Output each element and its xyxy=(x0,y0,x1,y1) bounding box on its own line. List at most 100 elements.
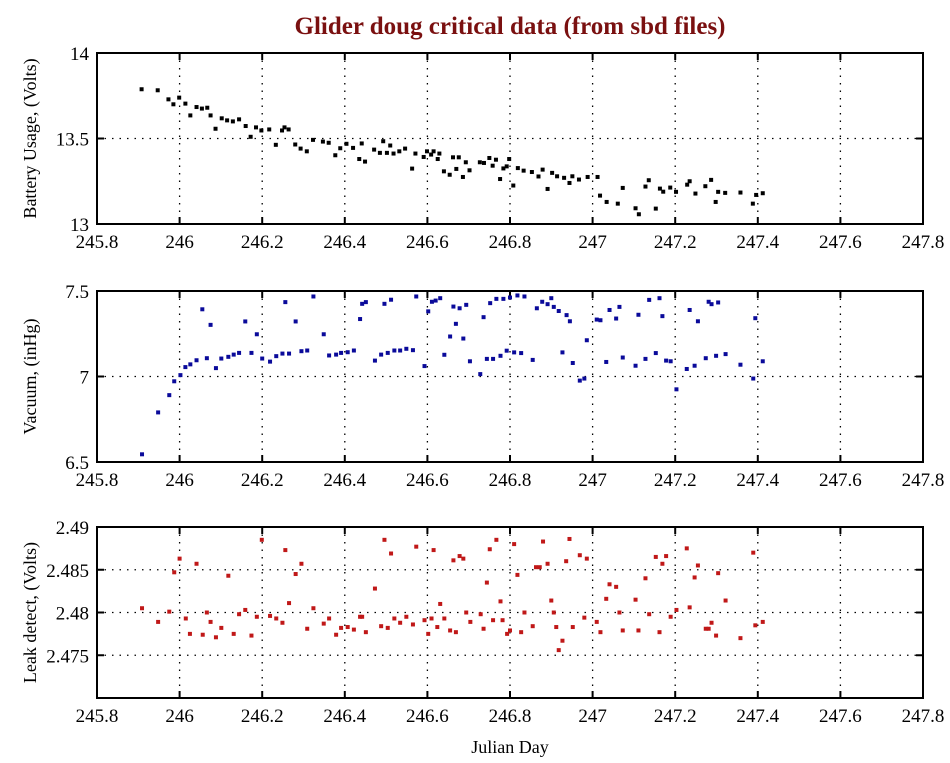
data-point xyxy=(226,573,231,578)
data-point xyxy=(661,189,666,194)
data-point xyxy=(643,356,648,361)
data-point xyxy=(493,157,498,162)
data-point xyxy=(709,620,714,625)
data-point xyxy=(259,128,264,133)
x-tick-label: 245.8 xyxy=(76,232,119,253)
data-point xyxy=(604,359,609,364)
data-point xyxy=(598,630,603,635)
data-point xyxy=(188,362,193,367)
data-point xyxy=(657,296,662,301)
data-point xyxy=(388,143,393,148)
data-point xyxy=(515,293,520,298)
data-point xyxy=(339,625,344,630)
data-point xyxy=(540,167,545,172)
data-point xyxy=(280,351,285,356)
data-point xyxy=(567,536,572,541)
data-point xyxy=(431,548,436,553)
y-tick-label: 2.485 xyxy=(46,561,89,582)
data-point xyxy=(560,638,565,643)
data-point xyxy=(564,313,569,318)
data-point xyxy=(540,299,545,304)
data-point xyxy=(461,556,466,561)
data-point xyxy=(512,542,517,547)
x-tick-label: 247.6 xyxy=(819,232,862,253)
data-point xyxy=(555,174,560,179)
data-point xyxy=(716,571,721,576)
data-point xyxy=(478,612,483,617)
data-point xyxy=(438,601,443,606)
x-tick-label: 247.6 xyxy=(819,706,862,727)
data-point xyxy=(477,160,482,165)
data-point xyxy=(577,378,582,383)
data-point xyxy=(231,631,236,636)
data-point xyxy=(657,186,662,191)
data-point xyxy=(379,352,384,357)
data-point xyxy=(156,619,161,624)
data-point xyxy=(706,299,711,304)
x-tick-label: 245.8 xyxy=(76,706,119,727)
data-point xyxy=(604,596,609,601)
data-point xyxy=(410,166,415,171)
data-point xyxy=(738,636,743,641)
data-point xyxy=(567,180,572,185)
data-point xyxy=(172,379,177,384)
data-point xyxy=(327,353,332,358)
data-point xyxy=(381,139,386,144)
data-point xyxy=(171,102,176,107)
data-point xyxy=(283,300,288,305)
data-point xyxy=(753,623,758,628)
data-point xyxy=(584,556,589,561)
data-point xyxy=(453,630,458,635)
data-point xyxy=(754,192,759,197)
data-point xyxy=(372,147,377,152)
data-point xyxy=(339,350,344,355)
subplot-vacuum: 245.8 246 246.2 246.4 246.6 246.8 247 247.2 247.… xyxy=(20,282,944,491)
data-point xyxy=(389,297,394,302)
data-point xyxy=(172,570,177,575)
data-point xyxy=(219,356,224,361)
data-point xyxy=(326,140,331,145)
data-point xyxy=(429,299,434,304)
data-point xyxy=(392,616,397,621)
data-point xyxy=(404,346,409,351)
data-point xyxy=(358,317,363,322)
data-point xyxy=(454,166,459,171)
data-point xyxy=(385,625,390,630)
y-axis-label: Battery Usage, (Volts) xyxy=(20,58,41,218)
data-point xyxy=(424,149,429,154)
data-point xyxy=(456,155,461,160)
data-point xyxy=(457,554,462,559)
data-point xyxy=(687,179,692,184)
data-point xyxy=(213,366,218,371)
data-point xyxy=(167,609,172,614)
data-point xyxy=(551,610,556,615)
x-tick-label: 246.6 xyxy=(406,232,449,253)
data-point xyxy=(286,127,291,132)
data-point xyxy=(429,616,434,621)
y-tick-label: 6.5 xyxy=(65,453,89,474)
data-point xyxy=(615,201,620,206)
data-point xyxy=(205,105,210,110)
data-point xyxy=(351,627,356,632)
data-point xyxy=(530,357,535,362)
data-point xyxy=(333,153,338,158)
data-point xyxy=(643,184,648,189)
data-point xyxy=(267,127,272,132)
data-point xyxy=(338,146,343,151)
data-point xyxy=(372,358,377,363)
data-point xyxy=(713,199,718,204)
x-tick-label: 246.2 xyxy=(241,706,284,727)
data-point xyxy=(442,616,447,621)
x-tick-label: 247.4 xyxy=(736,706,779,727)
data-point xyxy=(562,175,567,180)
data-point xyxy=(507,157,512,162)
data-point xyxy=(567,319,572,324)
data-point xyxy=(487,155,492,160)
data-point xyxy=(293,572,298,577)
data-point xyxy=(617,304,622,309)
data-point xyxy=(467,359,472,364)
data-point xyxy=(687,605,692,610)
data-point xyxy=(536,174,541,179)
data-point xyxy=(397,149,402,154)
data-point xyxy=(363,300,368,305)
